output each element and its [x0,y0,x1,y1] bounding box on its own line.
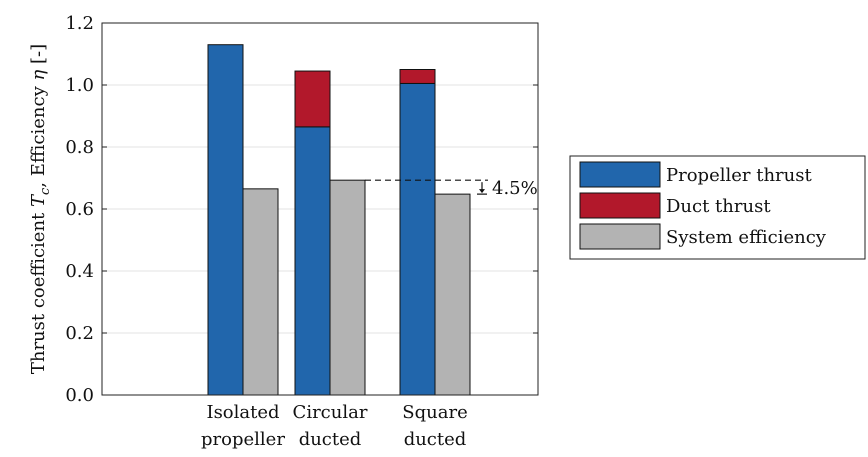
bar-system-efficiency [434,193,471,396]
y-axis-ticks: 0.0 0.2 0.4 0.6 0.8 1.0 1.2 [65,13,538,406]
bar-propeller-thrust [399,82,436,396]
bar-propeller-thrust [207,44,244,396]
y-tick-label: 0.0 [65,385,94,406]
annotation-arrow-head [479,189,485,194]
legend-label: System efficiency [666,227,827,248]
legend: Propeller thrust Duct thrust System effici… [569,155,866,260]
efficiency-difference-annotation: 4.5% [365,178,538,199]
x-category-label: Square ducted [402,402,467,450]
y-tick-label: 0.6 [65,199,94,220]
y-axis-label: Thrust coefficient Tc, Efficiency η [-] [28,44,53,374]
annotation-label: 4.5% [492,178,538,199]
y-tick-label: 1.0 [65,75,94,96]
bar-duct-thrust [399,69,436,84]
legend-swatch [579,192,661,219]
legend-swatch [579,223,661,250]
bar-duct-thrust [294,70,331,128]
bar-propeller-thrust [294,126,331,396]
bar-system-efficiency [329,179,366,396]
legend-label: Propeller thrust [666,165,812,186]
x-category-label: Isolated propeller [201,402,285,450]
y-tick-label: 1.2 [65,13,94,34]
bars [207,44,471,396]
bar-system-efficiency [242,188,279,396]
y-tick-label: 0.2 [65,323,94,344]
y-tick-label: 0.8 [65,137,94,158]
legend-label: Duct thrust [666,196,771,217]
legend-swatch [579,161,661,188]
y-tick-label: 0.4 [65,261,94,282]
x-category-label: Circular ducted [293,402,368,450]
